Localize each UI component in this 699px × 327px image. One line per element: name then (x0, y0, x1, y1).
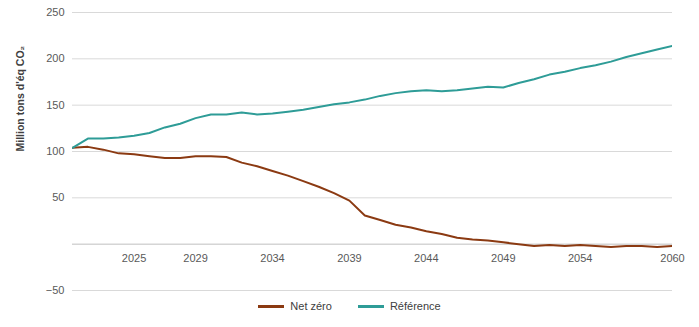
svg-text:2060: 2060 (660, 252, 684, 264)
svg-text:2049: 2049 (491, 252, 515, 264)
svg-text:50: 50 (52, 191, 64, 203)
html-text:Référence: Référence (389, 300, 441, 312)
svg-text:2025: 2025 (122, 252, 146, 264)
svg-text:250: 250 (46, 6, 64, 18)
svg-text:2029: 2029 (183, 252, 207, 264)
svg-text:2039: 2039 (337, 252, 361, 264)
svg-text:150: 150 (46, 99, 64, 111)
svg-text:Million tons d'éq CO₂: Million tons d'éq CO₂ (14, 45, 26, 151)
svg-text:100: 100 (46, 145, 64, 157)
svg-text:2034: 2034 (260, 252, 284, 264)
html-text:Net zéro: Net zéro (290, 300, 332, 312)
svg-text:2044: 2044 (414, 252, 438, 264)
svg-text:2054: 2054 (568, 252, 592, 264)
svg-text:200: 200 (46, 52, 64, 64)
svg-text:−50: −50 (46, 284, 65, 296)
